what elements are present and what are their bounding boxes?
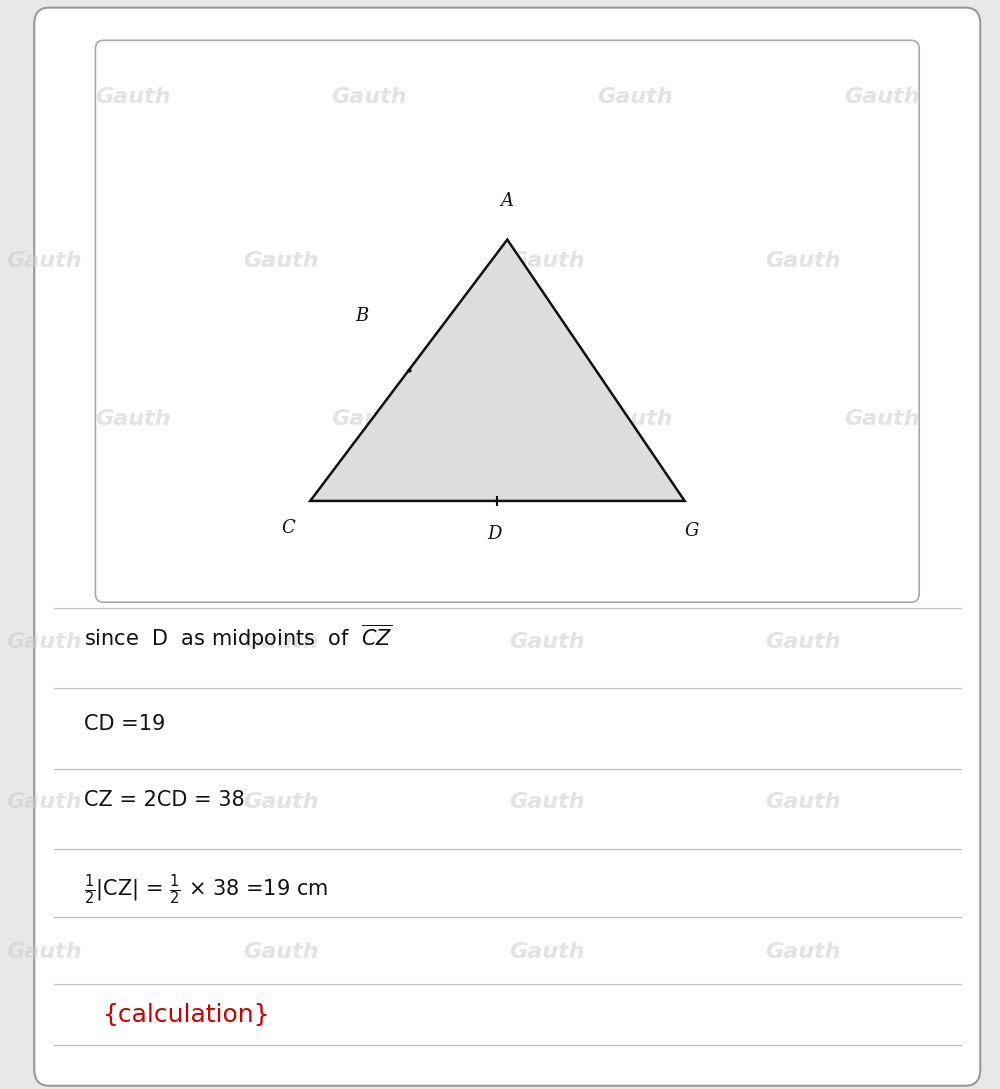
Text: A: A	[501, 193, 514, 210]
Text: Gauth: Gauth	[6, 942, 82, 963]
Text: D: D	[487, 525, 502, 542]
Text: Gauth: Gauth	[243, 250, 318, 271]
Text: Gauth: Gauth	[6, 632, 82, 652]
Text: Gauth: Gauth	[765, 942, 841, 963]
Text: Gauth: Gauth	[509, 792, 585, 812]
FancyBboxPatch shape	[95, 40, 919, 602]
Text: Gauth: Gauth	[95, 408, 171, 429]
Text: Gauth: Gauth	[243, 632, 318, 652]
Text: Gauth: Gauth	[6, 250, 82, 271]
Text: Gauth: Gauth	[844, 408, 920, 429]
Text: Gauth: Gauth	[6, 792, 82, 812]
Text: B: B	[355, 307, 368, 325]
Text: Gauth: Gauth	[598, 408, 673, 429]
Text: Gauth: Gauth	[765, 792, 841, 812]
Polygon shape	[310, 240, 685, 501]
Text: $\frac{1}{2}$|CZ| = $\frac{1}{2}$ × 38 =19 cm: $\frac{1}{2}$|CZ| = $\frac{1}{2}$ × 38 =…	[84, 872, 328, 907]
Text: Gauth: Gauth	[243, 942, 318, 963]
Text: Gauth: Gauth	[332, 408, 407, 429]
Text: C: C	[282, 519, 295, 537]
Text: Gauth: Gauth	[332, 87, 407, 108]
Text: Gauth: Gauth	[765, 632, 841, 652]
Text: Gauth: Gauth	[844, 87, 920, 108]
FancyBboxPatch shape	[34, 8, 980, 1086]
Text: Gauth: Gauth	[509, 942, 585, 963]
Text: Gauth: Gauth	[598, 87, 673, 108]
Text: G: G	[684, 523, 699, 540]
Text: {calculation}: {calculation}	[103, 1003, 271, 1027]
Text: CZ = 2CD = 38: CZ = 2CD = 38	[84, 791, 244, 810]
Text: since  D  as midpoints  of  $\overline{CZ}$: since D as midpoints of $\overline{CZ}$	[84, 623, 392, 651]
Text: CD =19: CD =19	[84, 714, 165, 734]
Text: Gauth: Gauth	[243, 792, 318, 812]
Text: Gauth: Gauth	[765, 250, 841, 271]
Text: Gauth: Gauth	[509, 250, 585, 271]
Text: Gauth: Gauth	[509, 632, 585, 652]
Text: Gauth: Gauth	[95, 87, 171, 108]
